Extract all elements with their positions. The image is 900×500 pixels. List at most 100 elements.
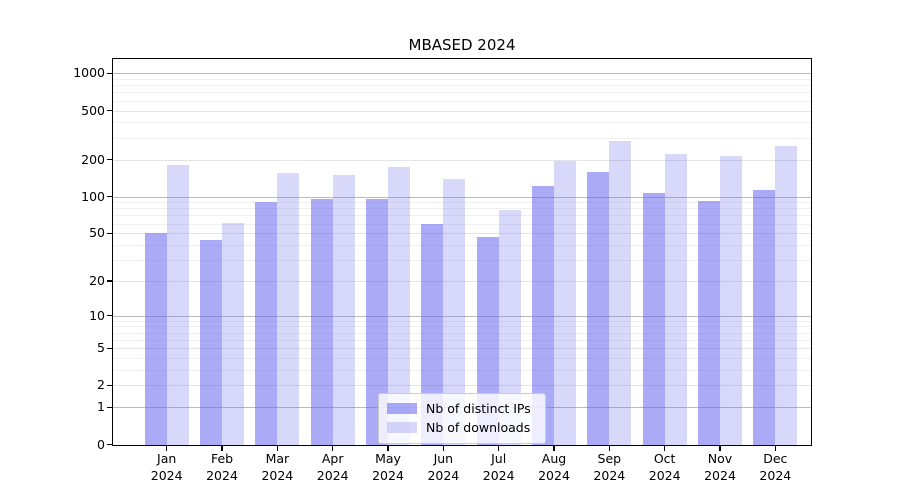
x-tick-jul xyxy=(498,445,500,451)
y-tick-label-1: 1 xyxy=(97,399,105,415)
minor-gridline-300 xyxy=(113,137,811,139)
bar-downloads-jan xyxy=(166,164,189,445)
y-tick-label-0: 0 xyxy=(97,436,105,452)
y-tick-0 xyxy=(107,443,113,446)
minor-gridline-4 xyxy=(113,358,811,360)
y-tick-200 xyxy=(107,158,113,161)
x-tick-mar xyxy=(276,445,278,451)
y-tick-20 xyxy=(107,280,113,282)
bar-downloads-may xyxy=(388,166,411,445)
x-tick-year-may: 2024 xyxy=(372,468,404,483)
x-tick-apr xyxy=(332,445,334,451)
y-tick-label-2: 2 xyxy=(97,377,105,393)
x-tick-oct xyxy=(664,445,666,451)
minor-gridline-9 xyxy=(113,320,811,322)
minor-gridline-80 xyxy=(113,208,811,210)
gridline-2 xyxy=(113,385,811,387)
minor-gridline-7 xyxy=(113,332,811,334)
x-tick-year-aug: 2024 xyxy=(538,468,570,483)
bar-downloads-feb xyxy=(222,222,245,445)
bar-downloads-aug xyxy=(554,161,576,445)
x-tick-year-nov: 2024 xyxy=(704,468,736,483)
legend-swatch-distinct-ips xyxy=(387,403,417,414)
major-gridline-10 xyxy=(113,315,811,317)
bar-downloads-sep xyxy=(609,140,632,445)
bar-downloads-mar xyxy=(277,173,300,445)
major-gridline-100 xyxy=(113,196,811,198)
x-tick-feb xyxy=(221,445,223,451)
minor-gridline-800 xyxy=(113,85,811,87)
x-tick-dec xyxy=(774,445,776,451)
x-tick-year-feb: 2024 xyxy=(206,468,238,483)
x-tick-month-aug: Aug xyxy=(541,451,567,466)
legend-label-distinct-ips: Nb of distinct IPs xyxy=(426,401,531,416)
y-tick-label-200: 200 xyxy=(81,151,105,167)
y-tick-500 xyxy=(107,109,113,112)
x-tick-year-jun: 2024 xyxy=(427,468,460,483)
bar-distinct-ips-may xyxy=(366,199,389,445)
x-tick-may xyxy=(387,445,389,451)
gridline-500 xyxy=(113,110,811,112)
bar-downloads-dec xyxy=(775,145,798,445)
bar-distinct-ips-dec xyxy=(753,190,776,445)
y-tick-100 xyxy=(107,195,113,198)
minor-gridline-3 xyxy=(113,370,811,372)
minor-gridline-700 xyxy=(113,92,811,94)
x-tick-month-mar: Mar xyxy=(265,451,290,466)
x-tick-jun xyxy=(442,445,444,451)
bar-downloads-apr xyxy=(332,174,355,445)
x-tick-year-jul: 2024 xyxy=(482,468,515,483)
minor-gridline-30 xyxy=(113,260,811,262)
minor-gridline-6 xyxy=(113,339,811,341)
minor-gridline-60 xyxy=(113,223,811,225)
bar-distinct-ips-sep xyxy=(587,172,610,445)
bar-distinct-ips-jan xyxy=(144,233,167,445)
legend-swatch-downloads xyxy=(387,422,417,433)
bar-downloads-nov xyxy=(720,155,742,445)
minor-gridline-8 xyxy=(113,326,811,328)
x-tick-label-oct: Oct 2024 xyxy=(637,450,693,484)
gridline-20 xyxy=(113,280,811,282)
legend: Nb of distinct IPs Nb of downloads xyxy=(378,393,546,444)
bar-downloads-jun xyxy=(443,178,466,445)
x-tick-aug xyxy=(553,445,555,451)
x-tick-month-sep: Sep xyxy=(597,451,622,466)
y-tick-50 xyxy=(107,232,113,234)
y-tick-1 xyxy=(107,406,113,408)
bar-distinct-ips-mar xyxy=(255,202,278,445)
bar-downloads-oct xyxy=(664,154,687,445)
x-tick-month-jul: Jul xyxy=(491,451,507,466)
y-tick-label-500: 500 xyxy=(81,102,105,118)
legend-entry-downloads: Nb of downloads xyxy=(387,418,537,437)
y-tick-label-100: 100 xyxy=(81,188,105,204)
chart-title: MBASED 2024 xyxy=(408,36,516,54)
minor-gridline-40 xyxy=(113,244,811,246)
x-tick-year-oct: 2024 xyxy=(648,468,681,483)
y-tick-label-1000: 1000 xyxy=(73,65,105,81)
major-gridline-1000 xyxy=(113,73,811,75)
minor-gridline-70 xyxy=(113,215,811,217)
y-tick-label-20: 20 xyxy=(89,272,105,288)
x-tick-nov xyxy=(719,445,721,451)
x-tick-sep xyxy=(608,445,610,451)
x-tick-label-feb: Feb 2024 xyxy=(194,450,250,484)
x-tick-month-dec: Dec xyxy=(763,451,788,466)
x-tick-month-apr: Apr xyxy=(321,451,344,466)
x-tick-jan xyxy=(166,445,168,451)
y-tick-2 xyxy=(107,384,113,387)
y-tick-label-50: 50 xyxy=(89,225,105,241)
legend-entry-distinct-ips: Nb of distinct IPs xyxy=(387,399,537,418)
x-tick-month-oct: Oct xyxy=(653,451,676,466)
y-tick-10 xyxy=(107,315,113,317)
gridline-50 xyxy=(113,233,811,235)
y-tick-1000 xyxy=(107,72,113,74)
minor-gridline-90 xyxy=(113,202,811,204)
x-tick-label-jan: Jan 2024 xyxy=(139,450,195,484)
minor-gridline-400 xyxy=(113,122,811,124)
y-tick-label-5: 5 xyxy=(97,340,105,356)
bar-distinct-ips-aug xyxy=(532,186,554,445)
x-tick-month-feb: Feb xyxy=(210,451,234,466)
x-tick-label-aug: Aug 2024 xyxy=(526,450,582,484)
x-tick-label-jun: Jun 2024 xyxy=(415,450,471,484)
